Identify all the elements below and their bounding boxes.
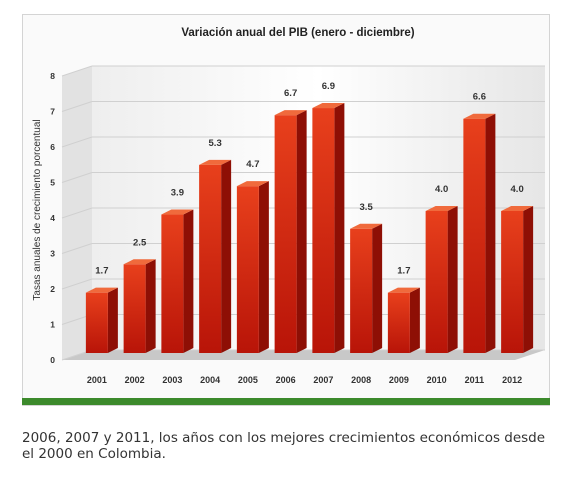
data-label: 5.3 — [209, 138, 222, 149]
data-label: 4.0 — [511, 184, 524, 195]
bar — [85, 292, 108, 353]
data-label: 6.7 — [284, 88, 297, 99]
data-label: 6.9 — [322, 81, 335, 92]
x-tick-label: 2001 — [87, 375, 107, 385]
x-tick-label: 2011 — [465, 375, 485, 385]
data-label: 6.6 — [473, 92, 486, 103]
data-label: 1.7 — [95, 266, 108, 277]
accent-underline — [22, 398, 550, 405]
y-axis-label: Tasas anuales de crecimiento porcentual — [32, 119, 43, 300]
y-tick-label: 2 — [50, 284, 55, 294]
x-tick-label: 2004 — [200, 375, 220, 385]
gridline-side — [61, 101, 93, 112]
gridline-side — [61, 278, 93, 290]
data-label: 3.9 — [171, 188, 184, 199]
x-tick-label: 2003 — [162, 375, 182, 385]
data-label: 4.7 — [246, 159, 259, 170]
x-tick-label: 2005 — [238, 375, 258, 385]
bar-top — [463, 113, 496, 119]
x-tick-label: 2009 — [389, 375, 409, 385]
bar-top — [425, 206, 458, 211]
bar-top — [199, 159, 232, 165]
data-label: 3.5 — [360, 202, 374, 213]
bar-side — [258, 181, 269, 353]
x-tick-label: 2008 — [351, 375, 371, 385]
y-tick-label: 5 — [50, 178, 55, 188]
x-tick-label: 2007 — [313, 375, 333, 385]
data-label: 4.0 — [435, 184, 448, 195]
bar — [350, 228, 373, 353]
bar-top — [123, 259, 156, 265]
chart-title: Variación anual del PIB (enero - diciemb… — [181, 27, 414, 39]
bar-top — [161, 209, 194, 215]
bar-side — [145, 259, 156, 353]
y-tick-label: 0 — [50, 355, 55, 365]
bar-top — [501, 206, 534, 211]
bar-top — [85, 287, 118, 293]
bar-side — [183, 209, 194, 353]
bar-top — [274, 110, 307, 116]
bar — [312, 108, 335, 353]
gridline-side — [61, 172, 93, 183]
x-tick-label: 2006 — [276, 375, 296, 385]
y-tick-label: 8 — [50, 71, 55, 81]
bar — [387, 292, 410, 353]
bar — [274, 115, 297, 354]
y-tick-label: 6 — [50, 142, 55, 152]
y-tick-label: 7 — [50, 107, 55, 117]
gridline-side — [61, 136, 93, 148]
gridline-side — [61, 243, 93, 254]
data-label: 1.7 — [397, 266, 410, 277]
bar-side — [485, 113, 496, 353]
bar — [236, 186, 259, 353]
bar — [199, 164, 222, 353]
bar-side — [447, 206, 458, 353]
bar-side — [107, 287, 118, 353]
bar-top — [350, 223, 383, 229]
bar-top — [312, 103, 345, 109]
bar-side — [523, 206, 534, 353]
bar-top — [236, 181, 269, 187]
bar-top — [387, 287, 420, 293]
bar-side — [221, 159, 232, 353]
x-tick-label: 2010 — [427, 375, 447, 385]
gridline-side — [61, 65, 93, 77]
figure-caption: 2006, 2007 y 2011, los años con los mejo… — [22, 430, 546, 462]
bar-side — [409, 287, 420, 353]
bar-side — [334, 103, 345, 353]
bar-side — [296, 110, 307, 354]
x-tick-label: 2002 — [125, 375, 145, 385]
gridline-side — [61, 207, 93, 219]
data-label: 2.5 — [133, 237, 147, 248]
bar — [501, 211, 524, 353]
y-tick-label: 3 — [50, 249, 55, 259]
y-tick-label: 4 — [50, 213, 55, 223]
y-tick-label: 1 — [50, 320, 55, 330]
bar — [463, 118, 486, 353]
bar — [161, 214, 184, 353]
bar — [123, 264, 146, 353]
bar-side — [372, 223, 383, 353]
bar — [425, 211, 448, 353]
x-tick-label: 2012 — [502, 375, 522, 385]
